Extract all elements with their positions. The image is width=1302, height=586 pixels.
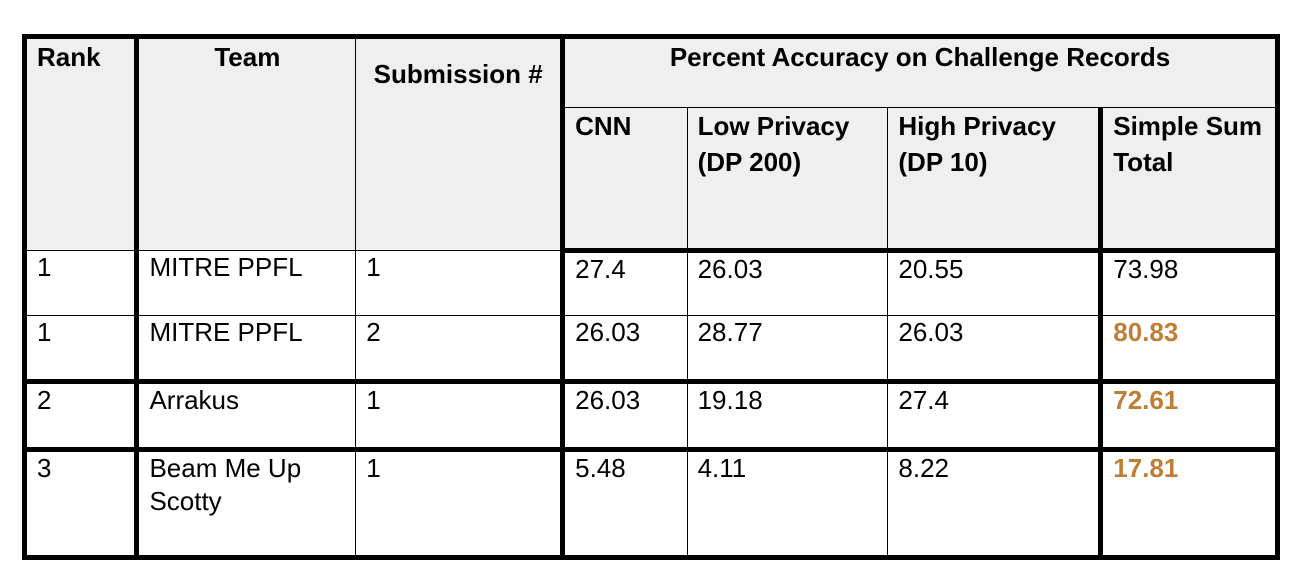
header-low-privacy: Low Privacy (DP 200) [686,107,889,253]
cell-total: 72.61 [1098,378,1278,450]
cell-high-privacy: 26.03 [887,315,1102,382]
cell-submission: 1 [355,378,564,450]
cell-cnn: 26.03 [560,378,688,450]
table-row: 1 MITRE PPFL 1 27.4 26.03 20.55 73.98 [23,249,1278,317]
table-row: 2 Arrakus 1 26.03 19.18 27.4 72.61 [23,378,1278,450]
cell-high-privacy: 8.22 [887,446,1102,559]
cell-team: MITRE PPFL [134,315,357,382]
cell-cnn: 27.4 [560,249,688,317]
cell-cnn: 26.03 [560,315,688,382]
cell-cnn: 5.48 [560,446,688,559]
header-percent-accuracy-group: Percent Accuracy on Challenge Records [560,36,1278,108]
cell-team: Beam Me Up Scotty [134,446,357,559]
cell-high-privacy: 20.55 [887,249,1102,317]
cell-submission: 1 [355,249,564,317]
cell-total: 17.81 [1098,446,1278,559]
header-high-privacy: High Privacy (DP 10) [887,107,1102,253]
cell-low-privacy: 28.77 [686,315,889,382]
leaderboard-table: Rank Team Submission # Percent Accuracy … [22,34,1280,560]
cell-total: 80.83 [1098,315,1278,382]
cell-high-privacy: 27.4 [887,378,1102,450]
header-cnn: CNN [560,107,688,253]
cell-rank: 3 [23,446,138,559]
header-simple-sum-total: Simple Sum Total [1098,107,1278,253]
cell-team: Arrakus [134,378,357,450]
header-rank: Rank [23,36,138,251]
table-row: 3 Beam Me Up Scotty 1 5.48 4.11 8.22 17.… [23,446,1278,559]
cell-total: 73.98 [1098,249,1278,317]
cell-team: MITRE PPFL [134,249,357,317]
cell-rank: 2 [23,378,138,450]
cell-rank: 1 [23,249,138,317]
cell-low-privacy: 19.18 [686,378,889,450]
cell-low-privacy: 4.11 [686,446,889,559]
cell-low-privacy: 26.03 [686,249,889,317]
cell-submission: 2 [355,315,564,382]
cell-rank: 1 [23,315,138,382]
header-submission: Submission # [355,36,564,251]
header-team: Team [134,36,357,251]
cell-submission: 1 [355,446,564,559]
table-row: 1 MITRE PPFL 2 26.03 28.77 26.03 80.83 [23,315,1278,382]
